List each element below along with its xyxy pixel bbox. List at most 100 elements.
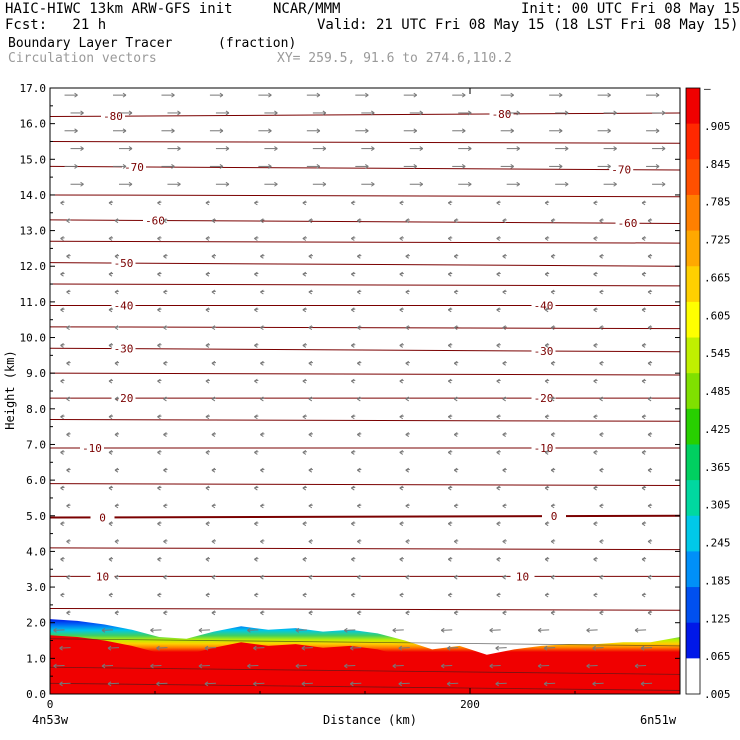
vector-head <box>510 92 514 98</box>
circulation-vector <box>163 360 168 366</box>
vector-head <box>205 449 210 455</box>
circulation-vector <box>593 271 598 277</box>
circulation-vector <box>113 128 127 134</box>
circulation-vector <box>64 164 78 169</box>
vector-head <box>516 181 520 187</box>
vector-head <box>260 574 264 580</box>
vector-head <box>302 521 307 527</box>
vector-head <box>60 271 64 277</box>
circulation-vector <box>458 181 472 187</box>
circulation-vector <box>108 414 114 420</box>
vector-head <box>66 539 70 544</box>
circulation-vector <box>405 432 410 437</box>
vector-head <box>550 253 555 259</box>
circulation-vector <box>641 521 647 527</box>
circulation-vector <box>308 610 313 616</box>
vector-head <box>114 539 119 544</box>
colorbar-swatch <box>686 444 700 481</box>
circulation-vector <box>70 110 84 116</box>
circulation-vector <box>405 574 410 580</box>
circulation-vector <box>60 485 65 491</box>
vector-head <box>211 360 216 366</box>
vector-head <box>308 432 313 437</box>
vector-head <box>357 325 361 331</box>
circulation-vector <box>544 521 550 527</box>
vector-head <box>114 218 119 224</box>
vector-head <box>66 574 70 580</box>
circulation-vector <box>446 681 459 687</box>
isotherm-label-bg <box>531 392 556 404</box>
vector-head <box>461 128 466 134</box>
vector-head <box>502 539 506 544</box>
circulation-vector <box>496 236 501 241</box>
vector-head <box>489 663 493 669</box>
vector-head <box>392 627 397 633</box>
vector-head <box>371 146 375 152</box>
y-tick-label: 2.0 <box>26 617 46 630</box>
circulation-vector <box>586 663 598 669</box>
colorbar-swatch <box>686 194 700 232</box>
vector-head <box>405 253 410 259</box>
vector-head <box>74 164 78 169</box>
vector-shaft <box>392 629 404 631</box>
circulation-vector <box>652 181 666 187</box>
circulation-vector <box>308 432 313 437</box>
circulation-vector <box>599 503 604 509</box>
circulation-vector <box>302 449 307 455</box>
colorbar-label: .785 <box>704 196 731 209</box>
vector-head <box>60 378 64 384</box>
circulation-vector <box>440 627 453 633</box>
circulation-vector <box>550 253 556 259</box>
vector-head <box>502 467 506 473</box>
vector-head <box>254 521 258 527</box>
circulation-vector <box>597 128 611 134</box>
circulation-vector <box>647 218 653 224</box>
circulation-vector <box>549 92 563 98</box>
vector-head <box>351 271 355 277</box>
vector-shaft <box>107 647 120 649</box>
vector-head <box>163 253 167 259</box>
vector-head <box>641 449 646 455</box>
circulation-vector <box>599 574 604 580</box>
vector-head <box>302 485 307 491</box>
circulation-vector <box>211 503 217 509</box>
circulation-vector <box>440 663 453 669</box>
contour-line <box>49 140 681 144</box>
vector-head <box>163 467 167 473</box>
circulation-vector <box>550 467 556 473</box>
vector-head <box>302 271 307 277</box>
circulation-vector <box>399 271 404 277</box>
circulation-vector <box>357 432 362 437</box>
circulation-vector <box>549 164 563 169</box>
vector-head <box>599 467 603 473</box>
circulation-vector <box>254 343 259 348</box>
circulation-vector <box>446 645 459 651</box>
circulation-vector <box>301 681 313 687</box>
circulation-vector <box>405 360 410 366</box>
vector-head <box>308 610 313 616</box>
field-units: (fraction) <box>218 36 297 51</box>
circulation-vector <box>302 307 307 313</box>
circulation-vector <box>253 645 265 651</box>
org-label: NCAR/MMM <box>273 1 341 17</box>
circulation-vector <box>258 92 272 98</box>
colorbar-label: .605 <box>704 309 731 322</box>
vector-head <box>157 449 161 455</box>
vector-head <box>599 325 603 331</box>
vector-head <box>357 253 361 259</box>
vector-head <box>108 592 113 598</box>
vector-head <box>114 503 119 509</box>
circulation-vector <box>647 610 653 616</box>
circulation-vector <box>66 467 71 473</box>
circulation-vector <box>647 360 653 366</box>
vector-head <box>198 663 203 669</box>
vector-head <box>405 432 410 437</box>
x-left-endpoint: 4n53w <box>32 713 69 727</box>
circulation-vector <box>641 592 647 598</box>
circulation-vector <box>66 218 71 224</box>
circulation-vector <box>302 378 307 384</box>
circulation-vector <box>599 467 604 473</box>
circulation-vector <box>205 521 211 527</box>
y-tick-label: 3.0 <box>26 581 46 594</box>
circulation-vector <box>60 414 65 420</box>
